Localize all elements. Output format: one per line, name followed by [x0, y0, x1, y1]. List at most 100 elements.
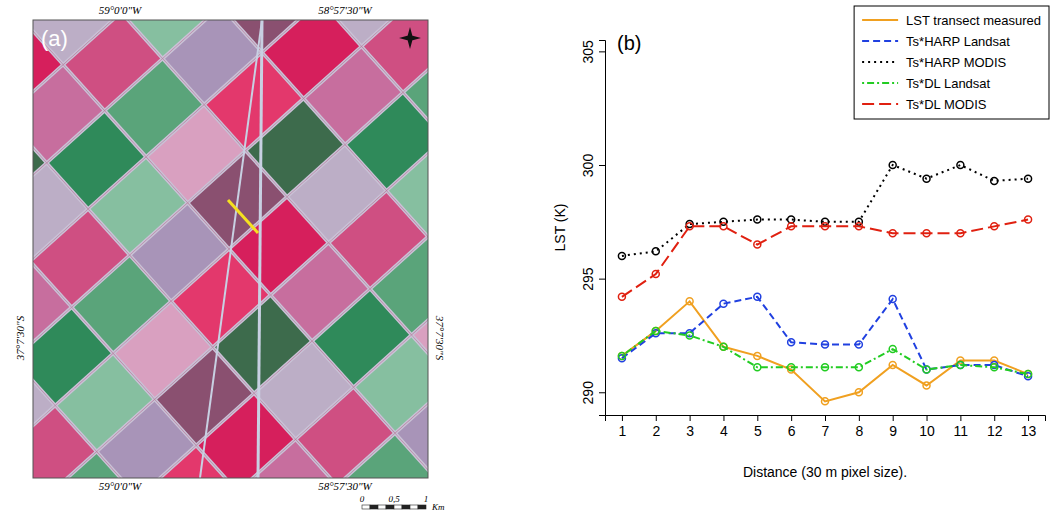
series-line — [622, 301, 1028, 401]
x-tick-mark — [859, 415, 860, 421]
series-marker — [923, 175, 930, 182]
series-line — [622, 220, 1028, 297]
map-parcel — [404, 42, 428, 137]
map-coord-label: 59°0'0"W — [99, 4, 142, 16]
x-tick-label: 10 — [919, 423, 935, 439]
series-marker — [652, 327, 659, 334]
x-axis-title: Distance (30 m pixel size). — [743, 464, 907, 480]
scale-bar-label: 0 — [360, 494, 365, 504]
x-tick-label: 7 — [822, 423, 830, 439]
series — [618, 162, 1031, 260]
series-marker — [923, 382, 930, 389]
y-tick-label: 290 — [580, 381, 596, 405]
legend-swatch — [862, 103, 898, 105]
x-tick-mark — [927, 415, 928, 421]
series-marker — [754, 241, 761, 248]
series-marker — [991, 364, 998, 371]
scale-bar-segment — [394, 505, 402, 509]
legend-item: Ts*HARP MODIS — [862, 55, 1006, 70]
series-marker — [720, 223, 727, 230]
scale-bar-segment — [386, 505, 394, 509]
x-tick-label: 8 — [855, 423, 863, 439]
series-marker — [855, 341, 862, 348]
series-marker — [923, 366, 930, 373]
x-tick-label: 4 — [720, 423, 728, 439]
map-panel: (a)59°0'0"W58°57'30"W59°0'0"W58°57'30"W3… — [0, 0, 1055, 517]
series-line — [622, 165, 1028, 256]
scale-bar-segment — [378, 505, 386, 509]
legend-label: Ts*HARP MODIS — [906, 55, 1006, 70]
series-line — [622, 297, 1028, 377]
x-tick: 4 — [720, 415, 728, 439]
map-road — [200, 20, 262, 478]
map-image — [33, 20, 428, 478]
north-arrow-shape — [399, 27, 421, 49]
x-tick: 11 — [954, 415, 969, 439]
legend-swatch — [862, 40, 898, 42]
series-marker — [754, 293, 761, 300]
x-tick-mark — [825, 415, 826, 421]
legend-swatch — [862, 61, 898, 63]
map-coord-label: 58°57'30"W — [318, 480, 372, 492]
series-marker — [822, 341, 829, 348]
x-tick: 8 — [855, 415, 863, 439]
series-marker — [855, 364, 862, 371]
series-marker — [686, 298, 693, 305]
series-marker — [855, 389, 862, 396]
scale-bar-segment — [402, 505, 410, 509]
series-marker — [991, 177, 998, 184]
y-tick: 295 — [580, 267, 605, 291]
series-marker — [889, 296, 896, 303]
series-marker — [652, 248, 659, 255]
x-tick: 13 — [1021, 415, 1037, 439]
map-frame — [33, 20, 428, 478]
x-tick-mark — [791, 415, 792, 421]
x-tick-mark — [757, 415, 758, 421]
legend: LST transect measured Ts*HARP Landsat Ts*H… — [854, 6, 1049, 119]
y-tick-label: 300 — [580, 154, 596, 178]
x-tick-mark — [723, 415, 724, 421]
y-tick: 290 — [580, 381, 605, 405]
legend-label: Ts*HARP Landsat — [906, 34, 1010, 49]
series-marker — [822, 398, 829, 405]
chart-panel: 12345678910111213290295300305Distance (3… — [552, 6, 1049, 480]
legend-label: Ts*DL MODIS — [906, 97, 987, 112]
series-marker — [754, 352, 761, 359]
x-axis: 12345678910111213 — [606, 415, 1046, 439]
series-marker — [889, 230, 896, 237]
scale-bar-label: 1 — [424, 494, 429, 504]
x-tick-label: 9 — [889, 423, 897, 439]
series-marker — [1025, 175, 1032, 182]
series-marker — [889, 162, 896, 169]
scale-bar: 00,51Km — [360, 494, 445, 512]
y-axis: 290 295 300 305 — [580, 40, 606, 416]
series-marker — [991, 223, 998, 230]
x-tick-mark — [1028, 415, 1029, 421]
legend-item: Ts*DL MODIS — [862, 97, 987, 112]
y-axis-title: LST (K) — [552, 204, 568, 252]
scale-bar-unit: Km — [431, 502, 445, 512]
series-marker — [889, 362, 896, 369]
legend-item: Ts*HARP Landsat — [862, 34, 1010, 49]
map-parcels — [33, 20, 428, 478]
x-tick: 10 — [919, 415, 935, 439]
panel-label: (b) — [617, 32, 641, 54]
y-tick-label: 305 — [580, 40, 596, 64]
legend-item: LST transect measured — [862, 13, 1041, 28]
x-tick: 3 — [686, 415, 694, 439]
x-tick: 6 — [788, 415, 796, 439]
x-tick-label: 6 — [788, 423, 796, 439]
plot-area — [618, 162, 1031, 405]
series-marker — [788, 216, 795, 223]
series-marker — [957, 362, 964, 369]
series-marker — [618, 352, 625, 359]
series-line — [622, 331, 1028, 374]
scale-bar-segment — [418, 505, 426, 509]
series-marker — [1025, 216, 1032, 223]
x-tick: 9 — [889, 415, 897, 439]
x-tick-label: 3 — [686, 423, 694, 439]
x-tick-mark — [690, 415, 691, 421]
series-marker — [720, 343, 727, 350]
map-parcel — [421, 20, 428, 39]
map-road — [258, 20, 262, 478]
